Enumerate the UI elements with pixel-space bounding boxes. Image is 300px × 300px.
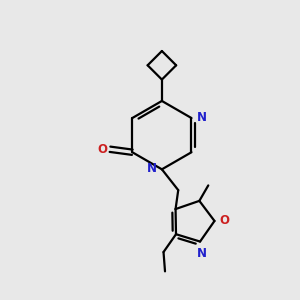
Text: O: O (97, 143, 107, 156)
Text: N: N (197, 111, 207, 124)
Text: O: O (219, 214, 229, 227)
Text: N: N (196, 247, 207, 260)
Text: N: N (146, 162, 157, 175)
